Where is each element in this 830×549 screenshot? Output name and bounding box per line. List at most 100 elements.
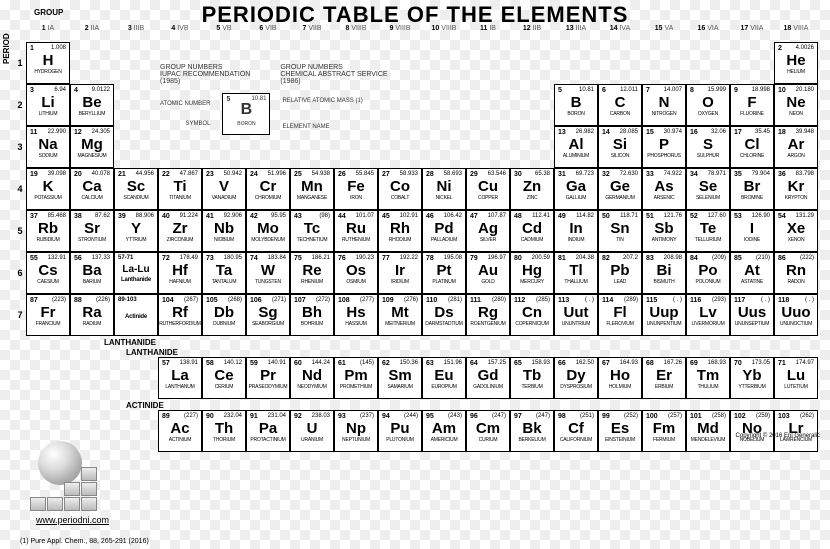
element-symbol: Ca <box>82 179 101 194</box>
atomic-number: 27 <box>382 171 390 178</box>
element-symbol: Sg <box>258 305 277 320</box>
element-name: MAGNESIUM <box>77 154 106 159</box>
element-cell-np: 93(237)NpNEPTUNIUM <box>334 410 378 452</box>
element-name: MANGANESE <box>297 196 327 201</box>
atomic-mass: 4.0026 <box>796 45 814 51</box>
element-cell-yb: 70173.05YbYTTERBIUM <box>730 357 774 399</box>
element-name: URANIUM <box>301 438 323 443</box>
element-symbol: Bh <box>302 305 322 320</box>
element-name: NITROGEN <box>652 112 677 117</box>
atomic-mass: (258) <box>712 413 726 419</box>
element-symbol: Ti <box>173 179 186 194</box>
element-symbol: Cd <box>522 221 542 236</box>
group-header-12: 12 IIB <box>510 24 554 42</box>
atomic-mass: (244) <box>404 413 418 419</box>
element-name: NEON <box>789 112 803 117</box>
element-symbol: Rn <box>786 263 806 278</box>
atomic-mass: 140.12 <box>224 360 242 366</box>
element-cell-tb: 65158.93TbTERBIUM <box>510 357 554 399</box>
atomic-mass: (237) <box>360 413 374 419</box>
element-name: OXYGEN <box>698 112 718 117</box>
element-name: THALLIUM <box>564 280 587 285</box>
element-symbol: Ir <box>395 263 405 278</box>
atomic-mass: 144.24 <box>312 360 330 366</box>
element-symbol: Ru <box>346 221 366 236</box>
element-cell-ds: 110(281)DsDARMSTADTIUM <box>422 294 466 336</box>
element-name: CHLORINE <box>740 154 764 159</box>
element-cell-se: 3478.971SeSELENIUM <box>686 168 730 210</box>
element-symbol: Md <box>697 421 719 436</box>
atomic-number: 96 <box>470 413 478 420</box>
element-symbol: Hs <box>346 305 365 320</box>
site-url[interactable]: www.periodni.com <box>36 515 109 525</box>
atomic-mass: 162.50 <box>576 360 594 366</box>
element-cell-rn: 86(222)RnRADON <box>774 252 818 294</box>
atomic-number: 33 <box>646 171 654 178</box>
element-name: SILICON <box>611 154 630 159</box>
atomic-number: 68 <box>646 360 654 367</box>
atomic-mass: 204.38 <box>576 255 594 261</box>
element-cell-i: 53126.90IIODINE <box>730 210 774 252</box>
atomic-number: 95 <box>426 413 434 420</box>
atomic-mass: 180.95 <box>224 255 242 261</box>
element-cell-in: 49114.82InINDIUM <box>554 210 598 252</box>
element-symbol: Hf <box>172 263 188 278</box>
element-name: MEITNERIUM <box>385 322 415 327</box>
element-name: IRON <box>350 196 362 201</box>
atomic-mass: 9.0122 <box>92 87 110 93</box>
atomic-number: 16 <box>690 129 698 136</box>
element-symbol: Fr <box>41 305 56 320</box>
atomic-number: 29 <box>470 171 478 178</box>
atomic-number: 46 <box>426 213 434 220</box>
element-cell-nd: 60144.24NdNEODYMIUM <box>290 357 334 399</box>
atomic-mass: (243) <box>448 413 462 419</box>
atomic-number: 6 <box>602 87 606 94</box>
element-symbol: Rh <box>390 221 410 236</box>
atomic-number: 47 <box>470 213 478 220</box>
atomic-number: 17 <box>734 129 742 136</box>
atomic-mass: 101.07 <box>356 213 374 219</box>
element-name: RHENIUM <box>301 280 323 285</box>
element-cell-tl: 81204.38TlTHALLIUM <box>554 252 598 294</box>
atomic-number: 4 <box>74 87 78 94</box>
atomic-number: 80 <box>514 255 522 262</box>
atomic-mass: 186.21 <box>312 255 330 261</box>
element-name: CERIUM <box>215 385 234 390</box>
element-symbol: Db <box>214 305 234 320</box>
atomic-number: 28 <box>426 171 434 178</box>
atomic-mass: 112.41 <box>532 213 550 219</box>
element-name: MERCURY <box>520 280 544 285</box>
element-cell-cr: 2451.996CrCHROMIUM <box>246 168 290 210</box>
atomic-number: 42 <box>250 213 258 220</box>
element-symbol: O <box>702 95 714 110</box>
element-name: ARSENIC <box>654 196 675 201</box>
atomic-number: 23 <box>206 171 214 178</box>
atomic-number: 61 <box>338 360 346 367</box>
element-name: RUTHENIUM <box>342 238 370 243</box>
atomic-mass: 200.59 <box>532 255 550 261</box>
atomic-number: 77 <box>382 255 390 262</box>
atomic-mass: 208.98 <box>664 255 682 261</box>
element-name: POTASSIUM <box>34 196 61 201</box>
group-header-8: 8 VIIIB <box>334 24 378 42</box>
element-name: PHOSPHORUS <box>647 154 681 159</box>
atomic-mass: 231.04 <box>268 413 286 419</box>
element-cell-ba: 56137.33BaBARIUM <box>70 252 114 294</box>
element-cell-b: 510.81BBORON <box>554 84 598 126</box>
atomic-mass: (272) <box>316 297 330 303</box>
element-cell-uup: 115( . )UupUNUNPENTIUM <box>642 294 686 336</box>
element-cell-tm: 69168.93TmTHULIUM <box>686 357 730 399</box>
element-symbol: Br <box>744 179 761 194</box>
element-name: HASSIUM <box>345 322 366 327</box>
element-name: BORON <box>567 112 584 117</box>
element-cell-ac: 89(227)AcACTINIUM <box>158 410 202 452</box>
element-symbol: Ce <box>214 368 233 383</box>
element-cell-he: 24.0026HeHELIUM <box>774 42 818 84</box>
atomic-mass: 35.45 <box>755 129 770 135</box>
periodic-table: 1 IA2 IIA3 IIIB4 IVB5 VB6 VIB7 VIIB8 VII… <box>14 24 818 452</box>
element-cell-hg: 80200.59HgMERCURY <box>510 252 554 294</box>
atomic-number: 12 <box>74 129 82 136</box>
element-cell-th: 90232.04ThTHORIUM <box>202 410 246 452</box>
atomic-mass: ( . ) <box>673 297 682 303</box>
atomic-mass: 102.91 <box>400 213 418 219</box>
